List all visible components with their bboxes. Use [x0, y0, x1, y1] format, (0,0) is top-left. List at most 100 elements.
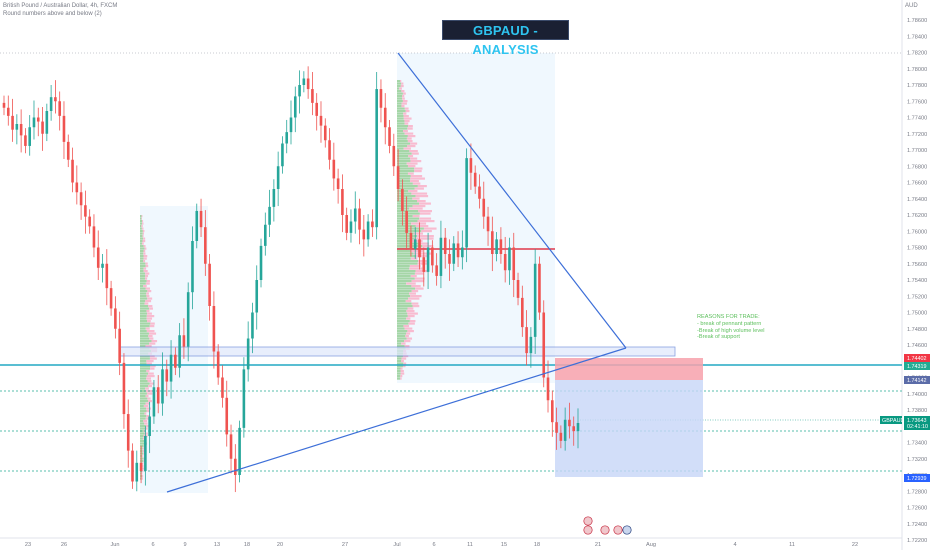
candle-body	[499, 239, 503, 254]
candle-body	[341, 189, 344, 215]
volume-bar-up	[140, 437, 143, 440]
price-axis-tick: 1.73800	[907, 408, 927, 414]
volume-bar-up	[140, 340, 152, 343]
volume-bar-down	[405, 335, 409, 338]
volume-bar-down	[407, 307, 414, 310]
price-tag-level-2-text: 1.74319	[907, 364, 927, 370]
time-axis[interactable]: 23 26 Jun 6 9 13 18 20 27 Jul 6 11 15 18 21 Aug 4 11 22	[25, 542, 858, 548]
time-axis-tick: 18	[244, 542, 250, 548]
volume-bar-down	[414, 187, 424, 190]
volume-bar-down	[143, 237, 146, 240]
volume-bar-down	[413, 252, 432, 255]
volume-bar-up	[140, 292, 147, 295]
volume-bar-down	[150, 367, 155, 370]
volume-bar-up	[140, 332, 149, 335]
volume-bar-down	[142, 467, 145, 470]
volume-bar-down	[150, 322, 155, 325]
take-profit-zone[interactable]	[555, 380, 703, 477]
volume-bar-down	[149, 337, 154, 340]
candle-body	[71, 159, 74, 183]
time-axis-tick: 26	[61, 542, 67, 548]
candle-body	[195, 210, 199, 241]
volume-bar-down	[404, 120, 410, 123]
volume-bar-up	[397, 92, 403, 95]
pennant-upper-line[interactable]	[397, 52, 627, 349]
trade-reason-item: - break of pennant pattern	[697, 320, 762, 327]
analysis-title: GBPAUD - ANALYSIS	[442, 20, 569, 57]
volume-bar-up	[397, 227, 424, 230]
volume-bar-down	[403, 362, 407, 365]
candle-body	[546, 377, 550, 401]
candle-body	[24, 135, 27, 146]
volume-bar-down	[142, 222, 144, 225]
volume-bar-up	[397, 297, 409, 300]
candle-body	[109, 288, 113, 309]
symbol-tag-text: GBPAUD	[882, 418, 904, 424]
economic-event-icons[interactable]	[583, 516, 632, 535]
volume-bar-up	[140, 357, 150, 360]
volume-bar-down	[146, 292, 149, 295]
candle-body	[19, 124, 23, 136]
volume-bar-down	[401, 90, 405, 93]
time-axis-tick: 13	[214, 542, 220, 548]
volume-bar-down	[145, 262, 148, 265]
candle-body	[161, 369, 164, 404]
volume-bar-up	[397, 132, 405, 135]
volume-bar-down	[144, 432, 148, 435]
candle-body	[101, 263, 104, 268]
volume-bar-down	[418, 242, 429, 245]
volume-bar-down	[417, 220, 435, 223]
time-axis-tick: 18	[534, 542, 540, 548]
volume-bar-up	[140, 312, 148, 315]
volume-bar-up	[397, 317, 407, 320]
pennant-lower-line[interactable]	[166, 347, 627, 493]
high-volume-zone[interactable]	[118, 346, 676, 357]
event-flag-icon	[583, 516, 593, 526]
candle-body	[122, 362, 126, 415]
candle-body	[36, 117, 40, 122]
volume-bar-up	[397, 290, 412, 293]
volume-bar-up	[140, 270, 144, 273]
volume-bar-down	[147, 297, 153, 300]
volume-bar-up	[397, 377, 401, 380]
volume-bar-down	[409, 265, 421, 268]
volume-bar-down	[142, 232, 144, 235]
candle-body	[336, 178, 340, 189]
volume-bar-up	[397, 230, 422, 233]
volume-bar-down	[141, 215, 143, 218]
candle-body	[54, 97, 57, 102]
candle-body	[2, 102, 6, 108]
candle-body	[11, 115, 14, 130]
volume-bar-up	[397, 372, 401, 375]
volume-bar-up	[397, 305, 413, 308]
volume-bar-up	[397, 125, 409, 128]
volume-bar-up	[140, 337, 150, 340]
volume-bar-down	[399, 80, 402, 83]
volume-bar-up	[140, 382, 150, 385]
volume-bar-down	[407, 140, 413, 143]
volume-bar-up	[397, 232, 414, 235]
volume-bar-up	[397, 360, 402, 363]
event-flag-icon	[600, 525, 610, 535]
volume-bar-down	[411, 192, 428, 195]
volume-bar-up	[397, 185, 418, 188]
volume-bar-down	[144, 422, 148, 425]
stop-loss-zone[interactable]	[555, 358, 703, 380]
candle-body	[221, 377, 224, 398]
time-axis-tick: 20	[277, 542, 283, 548]
volume-bar-up	[140, 242, 143, 245]
volume-bar-down	[146, 392, 153, 395]
indicator-description: Round numbers above and below (2)	[3, 11, 102, 17]
volume-bar-up	[140, 412, 145, 415]
volume-bar-down	[399, 87, 402, 90]
volume-bar-up	[397, 375, 401, 378]
candle-body	[169, 354, 173, 382]
candle-body	[538, 263, 541, 313]
volume-bar-down	[419, 217, 432, 220]
volume-bar-down	[405, 300, 412, 303]
price-axis[interactable]: 1.78600 1.78400 1.78200 1.78000 1.77800 1.776…	[907, 18, 927, 544]
volume-bar-up	[140, 257, 144, 260]
volume-bar-up	[140, 240, 143, 243]
candle-body	[576, 423, 580, 432]
